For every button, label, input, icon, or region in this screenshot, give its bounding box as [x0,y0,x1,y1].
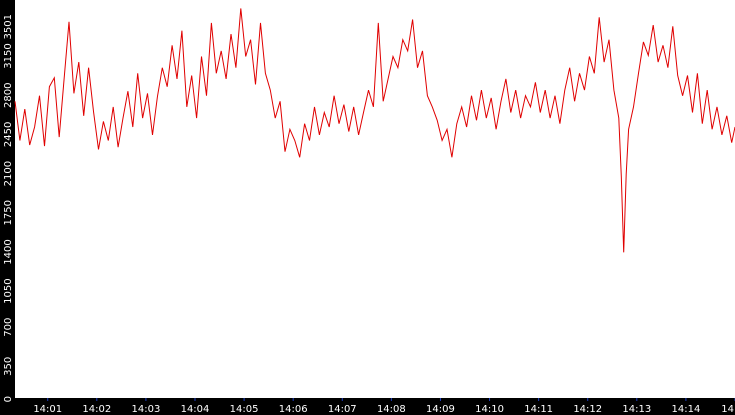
x-tick-label: 14:14 [671,404,700,415]
x-tick-label: 14:03 [131,404,160,415]
x-tick-label: 14:01 [33,404,62,415]
y-tick-label: 1050 [3,278,14,303]
y-tick-label: 3501 [3,14,14,39]
y-tick-label: 2450 [3,122,14,147]
x-tick-label: 14:06 [279,404,308,415]
x-tick-label: 14:02 [82,404,111,415]
x-tick-label: 14:12 [573,404,602,415]
x-tick-label: 14:05 [230,404,259,415]
x-tick-label: 14:13 [622,404,651,415]
x-tick-label: 14:11 [524,404,553,415]
y-tick-label: 350 [3,357,14,376]
y-tick-label: 1750 [3,200,14,225]
y-tick-label: 2800 [3,82,14,107]
x-tick-label: 14:04 [181,404,210,415]
x-axis-bar [0,398,735,415]
y-axis-ticks: 0 350 700 1050 1400 1750 2100 2450 2800 3150 3501 [3,14,14,402]
x-tick-label: 14:08 [377,404,406,415]
y-tick-label: 3150 [3,43,14,68]
x-tick-label: 14:09 [426,404,455,415]
y-tick-label: 700 [3,318,14,337]
x-tick-label: 14 [721,404,734,415]
x-tick-label: 14:07 [328,404,357,415]
y-tick-label: 0 [3,396,14,402]
series-line [14,8,735,253]
y-tick-label: 1400 [3,239,14,264]
x-axis-ticks: 14:01 14:02 14:03 14:04 14:05 14:06 14:07 14:08… [33,398,735,415]
x-tick-label: 14:10 [475,404,504,415]
y-tick-label: 2100 [3,161,14,186]
y-axis-bar [0,0,15,415]
